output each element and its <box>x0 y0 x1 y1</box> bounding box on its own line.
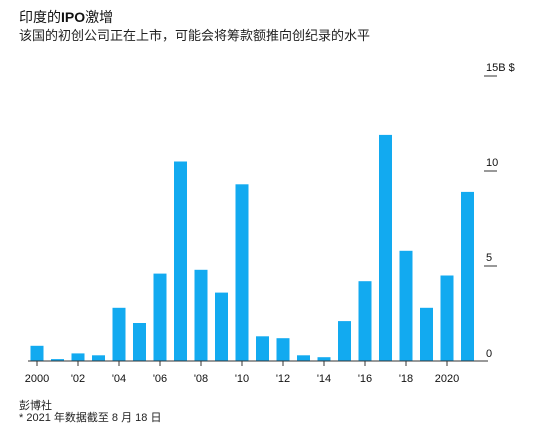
x-tick-label: '08 <box>194 373 208 385</box>
bar-2012 <box>276 338 290 361</box>
y-tick-label: 15B $ <box>486 62 515 74</box>
bar-2017 <box>379 134 392 361</box>
chart-subtitle: 该国的初创公司正在上市，可能会将筹款额推向创纪录的水平 <box>19 28 371 43</box>
bar-2006 <box>153 273 167 361</box>
x-tick-label: '10 <box>235 373 249 385</box>
bar-2014 <box>317 357 331 361</box>
bar-2015 <box>338 321 351 361</box>
bar-2000 <box>30 345 44 361</box>
bar-2004 <box>112 307 126 361</box>
x-tick-label: '12 <box>276 373 290 385</box>
bar-2018 <box>399 250 413 361</box>
footnote: * 2021 年数据截至 8 月 18 日 <box>19 412 162 424</box>
bar-2016 <box>358 281 372 361</box>
bar-2002 <box>71 353 85 361</box>
bar-2011 <box>256 336 269 361</box>
bar-2019 <box>420 307 433 361</box>
x-tick-label: '06 <box>153 373 167 385</box>
bar-2013 <box>297 355 310 361</box>
x-tick-label: 2000 <box>25 373 49 385</box>
x-tick-label: 2020 <box>435 373 459 385</box>
bar-2020 <box>440 275 454 361</box>
bar-2003 <box>92 355 105 361</box>
y-tick-label: 10 <box>486 157 498 169</box>
bar-2005 <box>133 323 146 361</box>
y-tick-label: 0 <box>486 348 492 360</box>
bar-2001 <box>51 359 64 361</box>
source-label: 彭博社 <box>19 400 52 412</box>
bar-2007 <box>174 161 187 361</box>
x-tick-label: '04 <box>112 373 126 385</box>
y-axis-ticks: 0 5 10 15B $ <box>484 62 515 360</box>
bar-chart: 2000 '02 '04 '06 '08 '10 '12 '14 '16 '18 2020 0 5 10… <box>25 62 515 385</box>
x-tick-label: '14 <box>317 373 331 385</box>
bar-2010 <box>235 184 249 361</box>
x-tick-label: '16 <box>358 373 372 385</box>
x-tick-label: '02 <box>71 373 85 385</box>
bar-2008 <box>194 269 208 361</box>
y-tick-label: 5 <box>486 252 492 264</box>
x-tick-label: '18 <box>399 373 413 385</box>
bars-group <box>30 134 474 361</box>
chart-title: 印度的IPO激增 <box>19 9 114 25</box>
bar-2021 <box>461 191 474 361</box>
x-axis-ticks: 2000 '02 '04 '06 '08 '10 '12 '14 '16 '18 2020 <box>25 361 459 385</box>
bar-2009 <box>215 292 228 361</box>
